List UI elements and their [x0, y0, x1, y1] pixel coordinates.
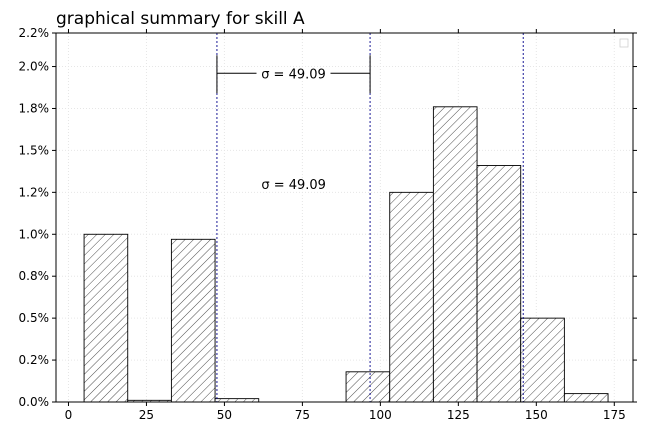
y-tick-label: 0.8% — [19, 269, 50, 283]
x-tick-label: 175 — [603, 408, 626, 422]
y-tick-label: 0.2% — [19, 353, 50, 367]
x-tick-label: 50 — [217, 408, 232, 422]
reference-lines — [216, 33, 524, 402]
y-tick-label: 0.0% — [19, 395, 50, 409]
y-tick-label: 1.5% — [19, 143, 50, 157]
histogram-bar — [345, 371, 391, 403]
y-tick-label: 1.0% — [19, 227, 50, 241]
x-tick-label: 25 — [139, 408, 154, 422]
histogram-bar — [476, 165, 522, 403]
x-tick-label: 100 — [369, 408, 392, 422]
sigma-bracket-label: σ = 49.09 — [261, 67, 326, 82]
y-tick-label: 1.2% — [19, 185, 50, 199]
legend-box — [619, 38, 629, 48]
plot-frame — [55, 32, 634, 403]
histogram-bar — [83, 233, 129, 403]
axis-ticks: 0 25 50 75 100 125 150 175 0.0% 0.2% 0.5% 0.8% 1.0% 1… — [19, 26, 637, 422]
chart-title: graphical summary for skill A — [56, 9, 305, 29]
x-tick-label: 150 — [525, 408, 548, 422]
sigma-text-label: σ = 49.09 — [261, 178, 326, 193]
histogram-bar — [563, 393, 609, 403]
histogram-bar — [170, 238, 216, 403]
annotations: σ = 49.09 σ = 49.09 — [216, 55, 371, 193]
histogram-bar — [214, 398, 260, 403]
histogram-bars — [83, 106, 609, 403]
y-tick-label: 0.5% — [19, 311, 50, 325]
y-tick-label: 1.8% — [19, 101, 50, 115]
histogram-bar — [389, 191, 434, 403]
x-tick-label: 75 — [295, 408, 310, 422]
y-tick-label: 2.2% — [19, 26, 50, 40]
histogram-bar — [520, 317, 565, 403]
x-tick-label: 125 — [447, 408, 470, 422]
y-tick-label: 2.0% — [19, 60, 50, 74]
x-tick-label: 0 — [65, 408, 73, 422]
histogram-bar — [432, 106, 478, 403]
